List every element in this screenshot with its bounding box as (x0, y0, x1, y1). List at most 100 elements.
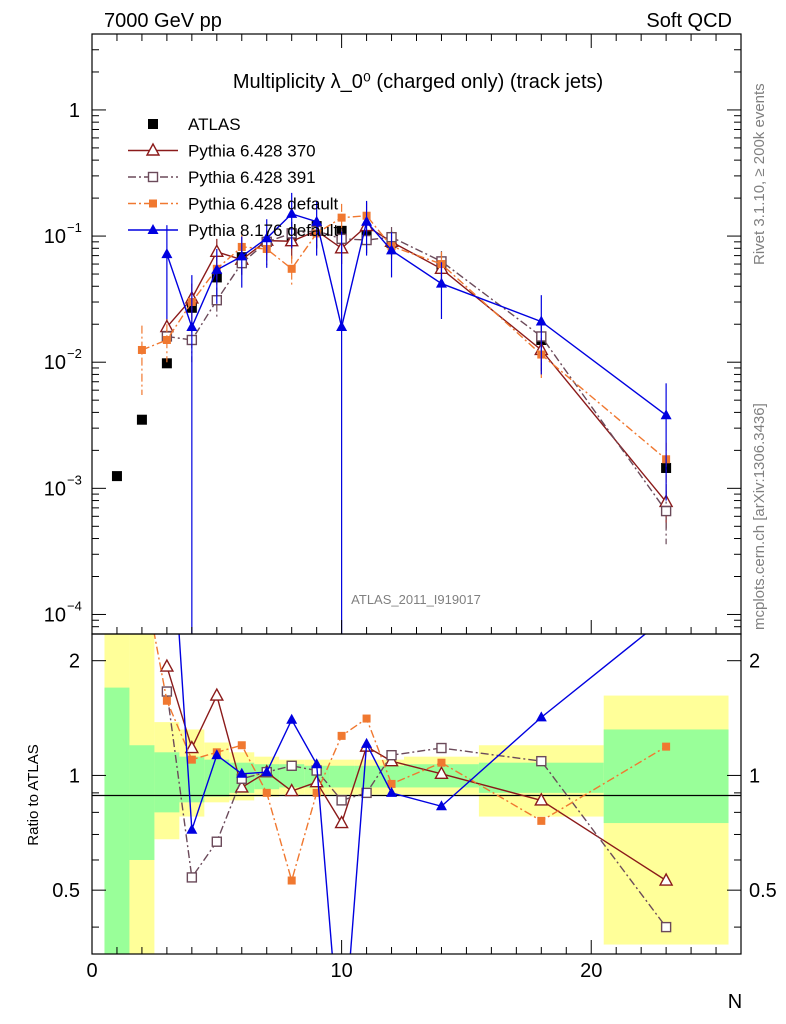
legend-entry: Pythia 8.176 default (128, 221, 339, 240)
data-point (211, 749, 223, 760)
data-point (536, 755, 547, 767)
ratio-series-0 (159, 658, 674, 886)
data-point (286, 760, 297, 771)
x-tick-label: 0 (86, 960, 97, 982)
data-point (535, 315, 547, 326)
data-point (286, 207, 298, 218)
legend-label: Pythia 6.428 391 (188, 168, 316, 187)
series-line (153, 634, 667, 884)
data-point (437, 758, 446, 767)
data-point (337, 213, 346, 222)
stat-band (129, 745, 155, 860)
data-point (660, 409, 672, 420)
x-axis-label: N (728, 991, 742, 1013)
axes-ticks: 10−410−310−210 −110.5 0.51 12 20 10 20 (44, 33, 777, 982)
data-point (434, 765, 449, 779)
data-point (162, 335, 171, 344)
data-point (336, 795, 347, 806)
data-point (161, 358, 172, 369)
data-point (284, 783, 299, 797)
stat-band (104, 687, 130, 954)
legend-entry: Pythia 6.428 391 (128, 168, 316, 187)
ratio-y-tick-label-right: 1 (749, 765, 760, 787)
data-point (661, 611, 672, 621)
ratio-y-tick-label: 0.5 (52, 880, 80, 902)
ratio-y-tick-label: 2 (69, 651, 80, 673)
data-point (287, 264, 296, 273)
data-point (334, 815, 349, 829)
data-point (534, 792, 549, 806)
data-point (236, 250, 248, 261)
data-point (186, 872, 198, 883)
data-point (309, 774, 324, 788)
legend-label: Pythia 6.428 default (188, 195, 339, 214)
data-point (186, 823, 198, 834)
x-tick-label: 20 (580, 960, 602, 982)
legend-marker (145, 142, 161, 156)
data-point (361, 215, 373, 226)
analysis-watermark: ATLAS_2011_I919017 (351, 592, 481, 607)
data-point (311, 215, 323, 226)
ratio-y-tick-label-right: 0.5 (749, 880, 777, 902)
data-point (211, 263, 223, 274)
stat-band (179, 756, 205, 803)
header-category-label: Soft QCD (646, 10, 732, 32)
ratio-series-3 (178, 611, 672, 954)
data-point (111, 471, 122, 482)
legend-marker (149, 199, 157, 208)
ratio-panel-series (138, 564, 674, 954)
stat-band (279, 764, 305, 788)
legend-entry: Pythia 6.428 370 (128, 142, 316, 161)
legend-entry: ATLAS (148, 115, 241, 134)
data-point (337, 731, 346, 740)
y-tick-label: 10 (44, 604, 66, 626)
stat-band (154, 752, 180, 813)
y-tick-label: 10 (44, 352, 66, 374)
data-point (387, 779, 396, 788)
y-tick-label-exponent: −2 (67, 346, 82, 361)
data-point (312, 788, 321, 797)
data-point (660, 505, 672, 517)
stat-band (204, 759, 230, 797)
ratio-y-tick-label-right: 2 (749, 651, 760, 673)
data-point (261, 766, 273, 777)
legend-label: Pythia 6.428 370 (188, 142, 316, 161)
legend-label: Pythia 8.176 default (188, 221, 339, 240)
data-point (138, 564, 146, 572)
x-tick-label: 10 (330, 960, 352, 982)
series-line (178, 634, 647, 954)
ratio-uncertainty-bands (104, 634, 729, 954)
data-point (237, 741, 246, 750)
header-energy-label: 7000 GeV pp (104, 10, 222, 32)
ratio-y-tick-label: 1 (69, 765, 80, 787)
data-point (386, 749, 397, 761)
y-tick-label: 10 (44, 478, 66, 500)
legend-entry: Pythia 6.428 default (128, 195, 339, 214)
data-point (162, 696, 171, 705)
data-point (209, 687, 224, 701)
data-point (311, 758, 323, 769)
data-point (386, 244, 398, 255)
main-series-3 (137, 202, 671, 484)
mcplots-reference-label: mcplots.cern.ch [arXiv:1306.3436] (751, 403, 768, 630)
data-point (161, 686, 173, 697)
data-point (159, 658, 175, 672)
y-tick-label: 10 (44, 226, 66, 248)
data-point (262, 788, 271, 797)
data-point (336, 321, 348, 332)
ratio-series-2 (138, 564, 671, 885)
data-point (386, 786, 398, 797)
data-point (137, 345, 146, 354)
data-point (161, 248, 173, 259)
legend: ATLAS Pythia 6.428 370 Pythia 6.428 391 Pyt… (128, 115, 339, 240)
data-point (362, 714, 371, 723)
stat-band (478, 762, 604, 793)
data-point (186, 321, 198, 332)
y-tick-label-exponent: −4 (67, 598, 82, 613)
y-tick-label: 1 (69, 100, 80, 122)
legend-marker (147, 171, 159, 183)
plot-title: Multiplicity λ_0⁰ (charged only) (track … (233, 71, 603, 93)
data-point (261, 232, 273, 243)
data-point (361, 737, 373, 748)
